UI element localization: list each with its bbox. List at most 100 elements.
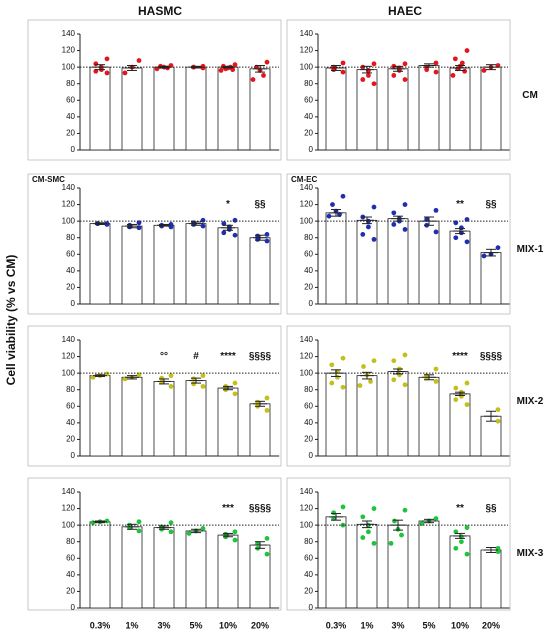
column-title: HASMC xyxy=(138,4,182,18)
data-point xyxy=(399,532,404,538)
data-point xyxy=(159,375,165,381)
y-tick-label: 60 xyxy=(304,401,313,410)
data-point xyxy=(340,355,346,361)
y-tick-label: 120 xyxy=(300,504,314,513)
y-tick-label: 80 xyxy=(66,385,75,394)
data-point xyxy=(391,358,397,364)
data-point xyxy=(433,379,439,384)
y-tick-label: 80 xyxy=(66,537,75,546)
y-tick-label: 140 xyxy=(62,335,76,344)
data-point xyxy=(424,67,430,73)
data-point xyxy=(104,222,110,227)
y-tick-label: 0 xyxy=(71,145,76,154)
data-point xyxy=(186,531,192,536)
panel-frame xyxy=(286,19,511,161)
bar xyxy=(480,549,502,609)
y-tick-label: 140 xyxy=(300,29,314,38)
bar xyxy=(185,380,207,457)
significance: §§ xyxy=(485,199,497,210)
data-point xyxy=(392,518,397,524)
data-point xyxy=(218,68,224,73)
bar xyxy=(89,66,111,151)
row-label: MIX-2 xyxy=(517,396,544,407)
data-point xyxy=(326,213,332,219)
data-point xyxy=(481,253,487,259)
data-point xyxy=(232,529,238,535)
panel-frame xyxy=(286,173,511,315)
data-point xyxy=(462,68,468,74)
bar xyxy=(185,223,207,305)
bar xyxy=(217,387,239,457)
panel-frame xyxy=(286,325,511,467)
data-point xyxy=(464,48,470,53)
bar xyxy=(121,67,143,151)
bar xyxy=(387,524,409,609)
data-point xyxy=(391,377,397,383)
data-point xyxy=(232,62,238,68)
data-point xyxy=(264,408,270,413)
data-point xyxy=(433,207,439,213)
data-point xyxy=(136,58,142,63)
bar xyxy=(449,535,471,609)
y-tick-label: 20 xyxy=(304,283,313,292)
data-point xyxy=(357,383,363,388)
data-point xyxy=(340,193,346,199)
y-tick-label: 40 xyxy=(66,418,75,427)
data-point xyxy=(264,238,270,244)
x-tick-label: 5% xyxy=(189,620,202,630)
data-point xyxy=(495,245,501,251)
data-point xyxy=(368,379,373,384)
data-point xyxy=(136,519,142,525)
data-point xyxy=(264,536,270,541)
data-point xyxy=(495,418,501,424)
x-tick-label: 10% xyxy=(219,620,237,630)
data-point xyxy=(232,232,238,238)
data-point xyxy=(464,239,470,245)
data-point xyxy=(371,204,377,210)
bar xyxy=(153,66,175,151)
bar xyxy=(325,212,347,305)
data-point xyxy=(168,384,174,389)
bar xyxy=(418,65,440,151)
y-tick-label: 60 xyxy=(304,249,313,258)
row-label: MIX-3 xyxy=(517,548,544,559)
data-point xyxy=(360,77,366,82)
y-tick-label: 100 xyxy=(62,520,76,529)
data-point xyxy=(329,362,335,368)
y-tick-label: 0 xyxy=(71,451,76,460)
y-tick-label: 140 xyxy=(300,487,314,496)
data-point xyxy=(330,202,335,207)
data-point xyxy=(371,81,377,87)
significance: °° xyxy=(160,351,168,362)
y-tick-label: 0 xyxy=(71,603,76,612)
data-point xyxy=(464,525,470,531)
data-point xyxy=(200,65,206,71)
y-tick-label: 0 xyxy=(309,603,314,612)
data-point xyxy=(127,224,133,230)
data-point xyxy=(433,229,439,235)
data-point xyxy=(136,528,142,534)
x-tick-label: 20% xyxy=(482,620,500,630)
data-point xyxy=(366,73,371,78)
panel-frame xyxy=(27,325,282,467)
y-tick-label: 40 xyxy=(66,112,75,121)
data-point xyxy=(371,236,377,242)
bar xyxy=(121,526,143,609)
x-tick-label: 3% xyxy=(391,620,404,630)
data-point xyxy=(433,516,439,521)
data-point xyxy=(433,69,439,75)
y-axis-label: Cell viability (% vs CM) xyxy=(4,255,18,386)
y-tick-label: 40 xyxy=(66,570,75,579)
y-tick-label: 100 xyxy=(62,216,76,225)
data-point xyxy=(453,235,459,241)
y-tick-label: 120 xyxy=(62,352,76,361)
y-tick-label: 20 xyxy=(66,283,75,292)
y-tick-label: 140 xyxy=(62,29,76,38)
data-point xyxy=(371,506,377,511)
significance: **** xyxy=(452,351,468,362)
x-tick-label: 0.3% xyxy=(90,620,111,630)
data-point xyxy=(329,380,335,386)
y-tick-label: 0 xyxy=(71,299,76,308)
y-tick-label: 100 xyxy=(300,520,314,529)
panel-frame xyxy=(27,173,282,315)
